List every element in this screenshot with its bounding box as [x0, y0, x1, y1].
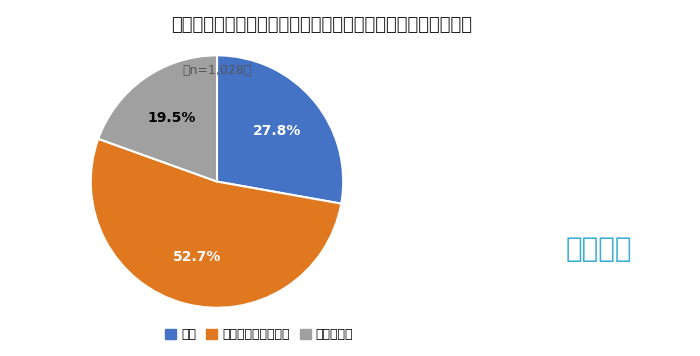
Wedge shape: [217, 55, 343, 204]
Text: （n=1,028）: （n=1,028）: [183, 64, 251, 77]
Text: 52.7%: 52.7%: [173, 250, 221, 264]
Text: エアトリ: エアトリ: [566, 235, 631, 263]
Legend: ある, ないけど興味がある, 興味がない: ある, ないけど興味がある, 興味がない: [160, 323, 358, 346]
Text: 19.5%: 19.5%: [148, 110, 196, 125]
Wedge shape: [98, 55, 217, 182]
Text: 今まで列車に乗ることが目的の旅に行ったことはありますか？: 今まで列車に乗ることが目的の旅に行ったことはありますか？: [172, 16, 473, 34]
Wedge shape: [91, 139, 342, 308]
Text: 27.8%: 27.8%: [253, 124, 301, 138]
